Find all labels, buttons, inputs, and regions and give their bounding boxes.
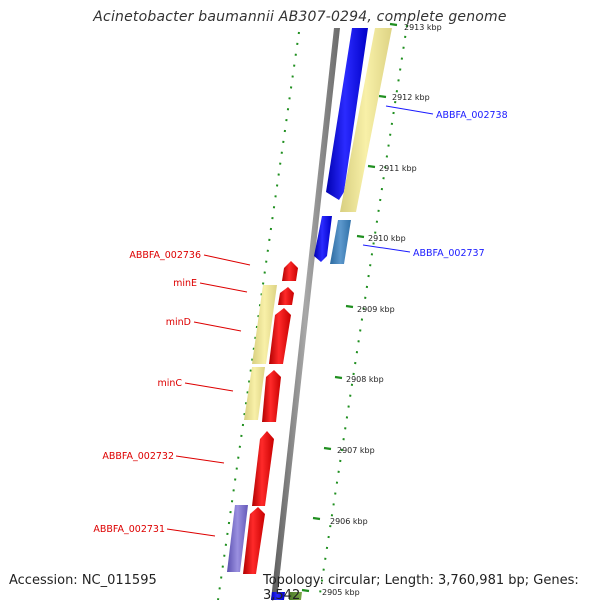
scale-labels: 2913 kbp 2912 kbp 2911 kbp 2910 kbp 2909… [322, 23, 442, 597]
orf-box-minc [244, 367, 265, 420]
gene-mind[interactable] [269, 308, 291, 364]
inner-dotted-boundary [217, 31, 300, 600]
label-abbfa-002736[interactable]: ABBFA_002736 [129, 250, 201, 261]
gene-partial-bottom-blue[interactable] [271, 592, 285, 600]
scale-label-2905: 2905 kbp [322, 588, 360, 597]
gene-partial-bottom-green[interactable] [289, 592, 302, 600]
map-title: Acinetobacter baumannii AB307-0294, comp… [93, 9, 507, 25]
label-mind[interactable]: minD [166, 317, 191, 328]
outer-dotted-boundary [318, 24, 408, 600]
label-minc[interactable]: minC [157, 378, 182, 389]
orf-box-abbfa-002731 [227, 505, 248, 572]
gene-abbfa-002737[interactable] [330, 220, 351, 264]
scale-label-2910: 2910 kbp [368, 234, 406, 243]
scale-label-2909: 2909 kbp [357, 305, 395, 314]
label-abbfa-002732[interactable]: ABBFA_002732 [102, 451, 174, 462]
scale-label-2911: 2911 kbp [379, 164, 417, 173]
gene-abbfa-002731[interactable] [243, 507, 265, 574]
scale-label-2907: 2907 kbp [337, 446, 375, 455]
scale-label-2912: 2912 kbp [392, 93, 430, 102]
scale-ticks [301, 22, 398, 593]
gene-abbfa-002732[interactable] [252, 431, 274, 506]
orf-box-abbfa-002738 [340, 28, 392, 212]
label-abbfa-002738[interactable]: ABBFA_002738 [436, 110, 508, 121]
gene-mine[interactable] [278, 287, 294, 305]
backbone [271, 28, 340, 600]
gene-abbfa-002736[interactable] [282, 261, 298, 281]
label-abbfa-002737[interactable]: ABBFA_002737 [413, 248, 485, 259]
gene-abbfa-002738[interactable] [326, 28, 368, 200]
orf-box-mine [252, 285, 277, 364]
scale-label-2908: 2908 kbp [346, 375, 384, 384]
label-mine[interactable]: minE [173, 278, 197, 289]
gene-minc[interactable] [262, 370, 281, 422]
scale-label-2906: 2906 kbp [330, 517, 368, 526]
accession-text: Accession: NC_011595 [9, 573, 157, 588]
label-abbfa-002731[interactable]: ABBFA_002731 [93, 524, 165, 535]
gene-abbfa-002737-a[interactable] [314, 216, 332, 262]
genome-summary-text: Topology: circular; Length: 3,760,981 bp… [263, 573, 579, 603]
scale-label-2913: 2913 kbp [404, 23, 442, 32]
label-leaders [166, 105, 434, 537]
